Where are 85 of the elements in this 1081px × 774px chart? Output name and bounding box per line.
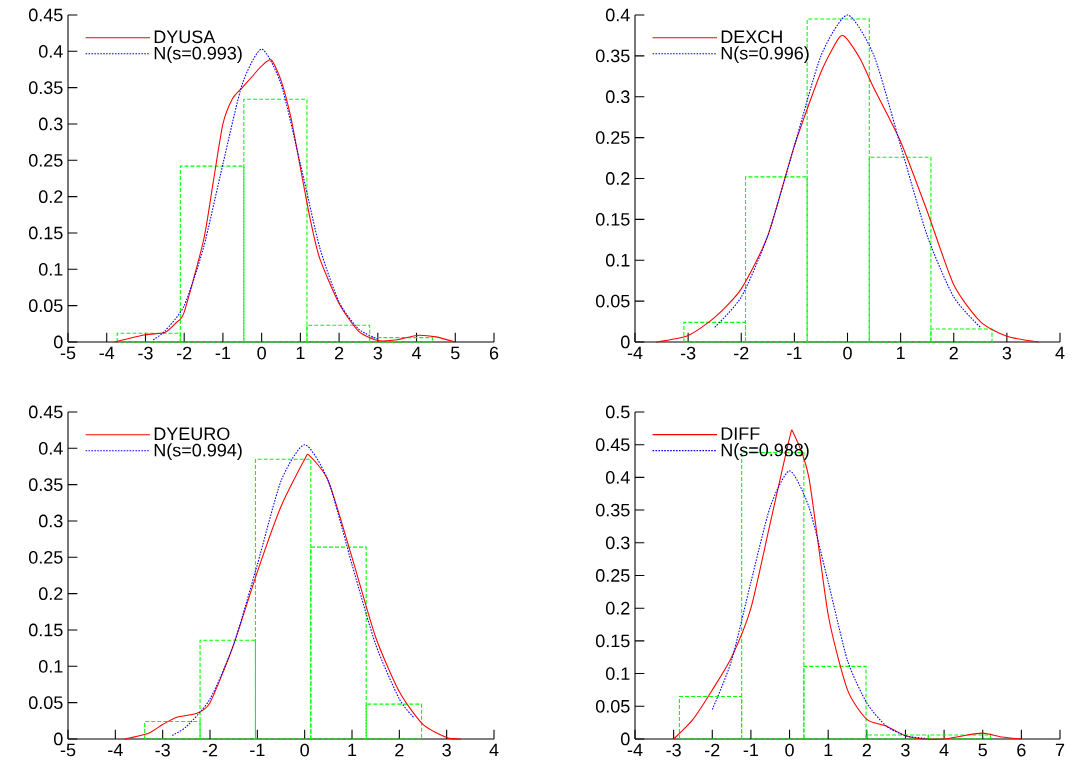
legend-label: DIFF: [721, 427, 760, 440]
y-tick-label: 0.3: [38, 117, 63, 131]
x-tick-label: 2: [395, 743, 404, 757]
x-tick-label: 6: [1017, 743, 1026, 757]
y-tick-label: 0.05: [595, 699, 630, 713]
x-tick-label: 1: [824, 743, 833, 757]
x-tick-label: 6: [489, 346, 499, 360]
x-tick-label: 4: [1055, 346, 1065, 360]
x-tick-label: -1: [215, 346, 231, 360]
y-tick-label: 0.3: [605, 536, 630, 550]
y-tick-label: 0.4: [38, 441, 63, 455]
y-tick-label: 0.2: [38, 190, 63, 204]
y-tick-label: 0.05: [28, 299, 63, 313]
y-tick-label: 0.1: [38, 262, 63, 276]
line-series: [714, 14, 981, 328]
legend-label: DYEURO: [154, 427, 230, 441]
x-tick-label: -3: [138, 346, 153, 360]
x-tick-label: 2: [862, 743, 871, 757]
y-tick-label: 0.1: [38, 659, 63, 673]
x-tick-label: 4: [411, 346, 422, 360]
y-tick-label: 0.35: [28, 478, 63, 492]
x-tick-label: 0: [257, 346, 266, 360]
y-tick-label: 0.25: [28, 550, 63, 564]
y-tick-label: 0.25: [595, 131, 630, 144]
x-tick-label: -3: [680, 346, 696, 360]
y-tick-label: 0.35: [28, 81, 63, 95]
y-tick-label: 0.35: [595, 503, 630, 517]
y-tick-label: 0.3: [605, 90, 630, 104]
x-tick-label: 4: [489, 743, 499, 757]
line-series: [152, 48, 379, 341]
x-tick-label: 1: [897, 346, 905, 360]
x-tick-label: -2: [176, 346, 192, 360]
x-tick-label: 3: [373, 346, 383, 360]
y-tick-label: 0.2: [605, 601, 630, 615]
x-tick-label: -2: [202, 743, 218, 757]
y-tick-label: 0.15: [595, 634, 630, 648]
x-tick-label: 3: [442, 743, 451, 757]
y-tick-label: 0.05: [595, 294, 630, 308]
x-tick-label: 4: [939, 743, 949, 757]
x-tick-label: 7: [1055, 743, 1065, 757]
x-tick-label: -1: [743, 743, 759, 757]
x-tick-label: 0: [300, 743, 309, 757]
y-tick-label: 0.5: [605, 405, 630, 419]
x-tick-label: -4: [108, 743, 123, 757]
x-tick-label: -1: [250, 743, 265, 757]
x-tick-label: 3: [1002, 346, 1012, 360]
x-tick-label: -1: [787, 346, 802, 360]
legend-label: N(s=0.996): [721, 46, 809, 64]
y-tick-label: 0.3: [38, 514, 63, 528]
x-tick-label: 0: [785, 743, 794, 757]
y-tick-label: 0.1: [605, 667, 630, 680]
x-tick-label: 1: [348, 743, 357, 757]
x-tick-label: 0: [843, 346, 852, 360]
y-tick-label: 0.15: [28, 226, 63, 240]
y-tick-label: 0.45: [595, 438, 630, 452]
y-tick-label: 0.4: [38, 44, 63, 58]
x-tick-label: 5: [978, 743, 987, 757]
legend-label: N(s=0.993): [154, 46, 242, 64]
y-tick-label: 0.45: [28, 8, 63, 22]
legend-label: DYUSA: [154, 30, 216, 44]
x-tick-label: 2: [334, 346, 344, 360]
y-tick-label: 0.25: [595, 569, 630, 582]
x-tick-label: 2: [949, 346, 958, 360]
legend-label: N(s=0.994): [154, 443, 242, 461]
legend-label: DEXCH: [721, 30, 782, 44]
y-tick-label: 0.4: [605, 8, 630, 22]
y-tick-label: 0.45: [28, 405, 63, 419]
y-tick-label: 0.1: [605, 253, 630, 267]
y-tick-label: 0.05: [28, 696, 63, 710]
x-tick-label: -4: [99, 346, 115, 360]
y-tick-label: 0.4: [605, 471, 630, 484]
y-tick-label: 0.15: [595, 212, 630, 226]
y-tick-label: 0.35: [595, 49, 630, 63]
y-tick-label: 0.15: [28, 623, 63, 637]
x-tick-label: -2: [705, 743, 720, 757]
x-tick-label: -2: [734, 346, 749, 360]
y-tick-label: 0.25: [28, 153, 63, 167]
x-tick-label: 5: [450, 346, 460, 360]
y-tick-label: 0.2: [38, 587, 63, 601]
x-tick-label: -3: [155, 743, 170, 757]
x-tick-label: 1: [296, 346, 305, 360]
line-series: [711, 470, 926, 739]
x-tick-label: -3: [666, 743, 681, 757]
x-tick-label: 3: [901, 743, 910, 757]
y-tick-label: 0.2: [605, 172, 630, 185]
